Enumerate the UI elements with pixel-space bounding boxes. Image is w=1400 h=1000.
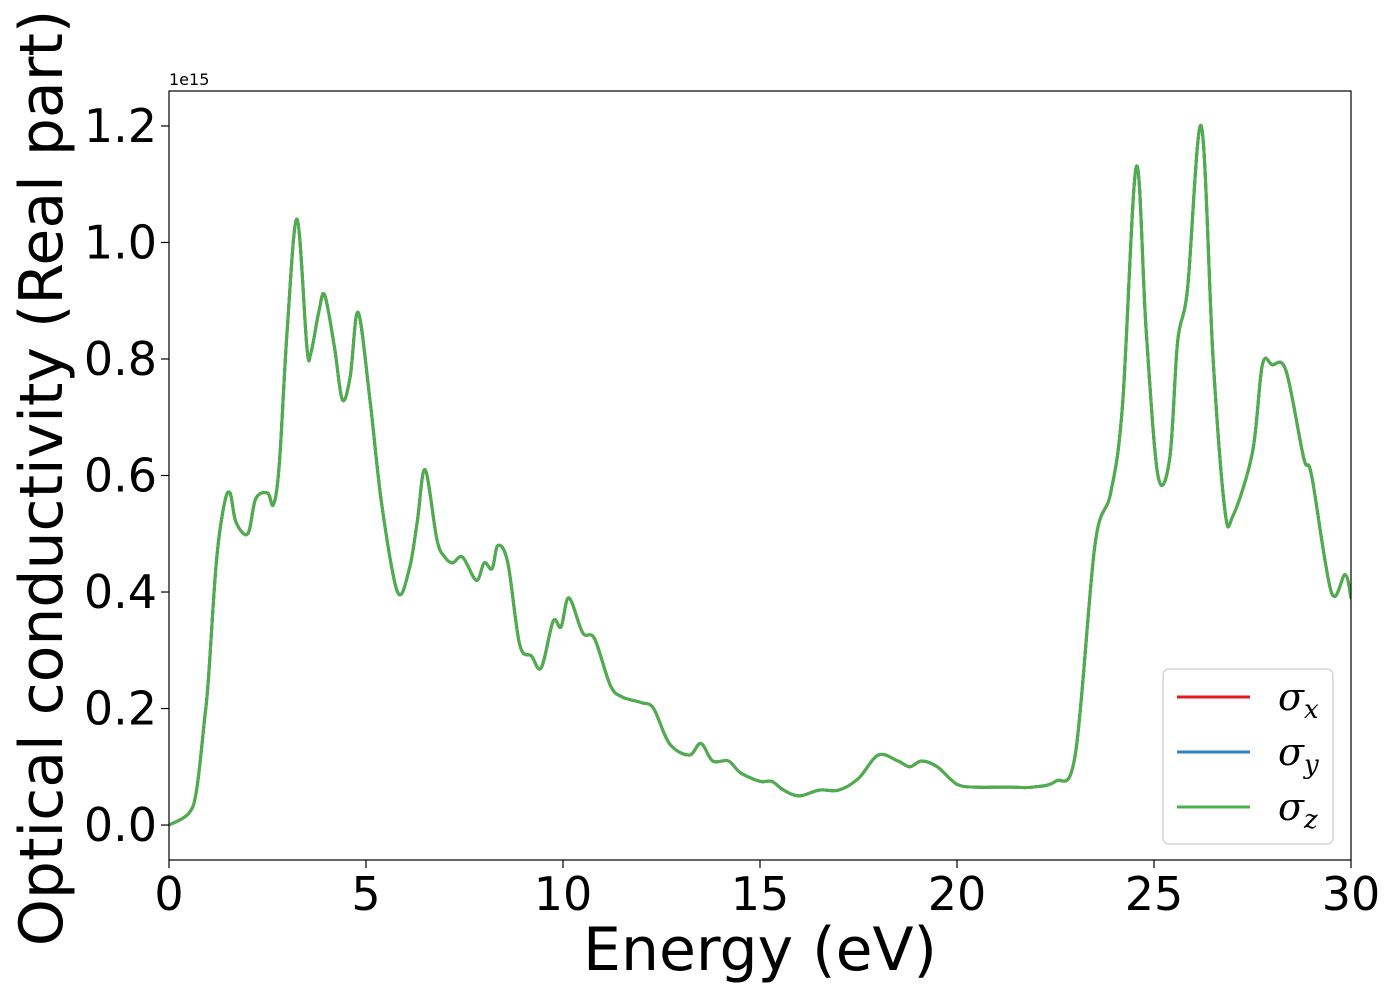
y-axis: 0.0 0.2 0.4 0.6 0.8 1.0 1.2 — [84, 99, 169, 852]
x-tick-label: 5 — [351, 867, 380, 921]
series-line-z — [169, 124, 1351, 827]
x-tick-label: 30 — [1322, 867, 1381, 921]
x-tick-label: 15 — [731, 867, 790, 921]
x-tick-label: 20 — [928, 867, 987, 921]
series-layer — [169, 124, 1351, 827]
legend-box — [1162, 668, 1334, 845]
x-tick-label: 10 — [534, 867, 593, 921]
x-axis-title: Energy (eV) — [583, 915, 937, 985]
legend-label-y: σy — [1278, 730, 1319, 780]
legend-label-z: σz — [1278, 785, 1318, 835]
x-tick-label: 25 — [1125, 867, 1184, 921]
y-tick-label: 0.8 — [84, 332, 157, 386]
y-tick-label: 1.0 — [84, 215, 157, 269]
y-tick-label: 0.2 — [84, 682, 157, 736]
legend-label-x: σx — [1278, 675, 1319, 725]
y-tick-label: 0.0 — [84, 798, 157, 852]
y-tick-label: 0.6 — [84, 449, 157, 503]
y-offset-label: 1e15 — [169, 70, 209, 89]
y-tick-label: 0.4 — [84, 565, 157, 619]
y-axis-title: Optical conductivity (Real part) — [7, 10, 77, 947]
y-tick-label: 1.2 — [84, 99, 157, 153]
x-axis: 0 5 10 15 20 25 30 — [154, 860, 1380, 921]
x-tick-label: 0 — [154, 867, 183, 921]
